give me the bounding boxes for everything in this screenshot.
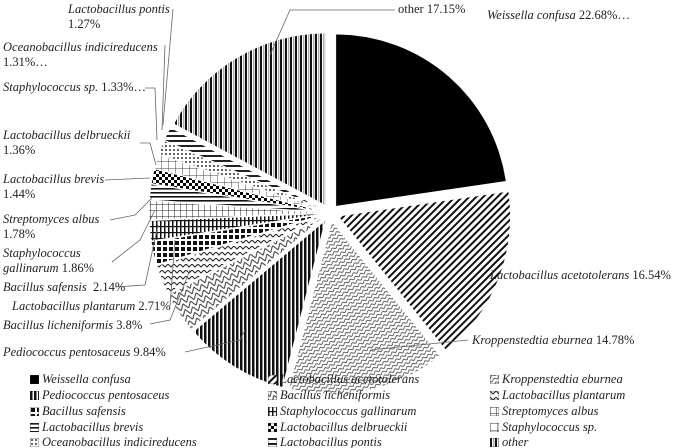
legend-swatch — [268, 438, 277, 447]
leader-line-pediococcus — [184, 329, 246, 353]
legend-label: Lactobacillus delbrueckii — [280, 420, 408, 434]
legend-item: Lactobacillus delbrueckii — [268, 420, 407, 435]
legend-swatch — [490, 407, 499, 416]
data-label-kroppenstedtia: Kroppenstedtia eburnea 14.78% — [472, 333, 635, 347]
legend-item: Weissella confusa — [30, 372, 131, 387]
leader-line-delbrueckii — [140, 142, 157, 166]
pie-slice-staphylococcus-sp — [154, 154, 322, 211]
data-label-oceanobacillus: Oceanobacillus indicireducens 1.31%… — [3, 40, 158, 69]
legend-swatch — [490, 438, 499, 447]
pie-slice-bacillus-safensis — [151, 214, 322, 265]
leader-line-gallinarum — [111, 209, 156, 263]
legend-label: Lactobacillus acetotolerans — [280, 372, 420, 386]
legend-swatch — [30, 407, 39, 416]
pie-slice-pediococcus-pentosaceus — [193, 219, 326, 388]
legend-label: Weissella confusa — [42, 372, 131, 386]
legend-item: Lactobacillus acetotolerans — [268, 372, 419, 387]
data-label-pontis: Lactobacillus pontis 1.27% — [68, 2, 170, 31]
leader-line-staph-sp — [145, 87, 158, 141]
legend-label: Bacillus safensis — [42, 404, 126, 418]
pie-slice-bacillus-licheniformis — [168, 217, 323, 330]
pie-slice-other — [173, 33, 326, 206]
leader-line-oceano — [161, 44, 166, 131]
leader-line-kroppenstedtia — [369, 339, 469, 351]
data-label-gallinarum: Staphylococcus gallinarum 1.86% — [3, 246, 94, 275]
legend-swatch — [268, 391, 277, 400]
legend-swatch — [268, 423, 277, 432]
legend-swatch — [30, 423, 39, 432]
legend-item: Staphylococcus gallinarum — [268, 404, 416, 419]
pie-slice-kroppenstedtia-eburnea — [288, 221, 441, 395]
legend-label: Lactobacillus plantarum — [502, 388, 626, 402]
leader-line-pontis — [162, 8, 174, 126]
legend-label: Lactobacillus brevis — [42, 420, 144, 434]
legend-item: Kroppenstedtia eburnea — [490, 372, 623, 387]
legend-label: other — [502, 435, 529, 448]
legend-swatch — [490, 423, 499, 432]
pie-slice-weissella-confusa — [335, 33, 507, 207]
legend-label: Lactobacillus pontis — [280, 435, 382, 448]
legend-label: Staphylococcus sp. — [502, 420, 598, 434]
legend-swatch — [268, 407, 277, 416]
legend-item: other — [490, 435, 528, 448]
legend-swatch — [30, 375, 39, 384]
pie-slice-lactobacillus-delbrueckii — [151, 168, 322, 212]
legend-label: Oceanobacillus indicireducens — [42, 435, 197, 448]
data-label-licheniformis: Bacillus licheniformis 3.8% — [3, 318, 143, 332]
data-label-acetotolerans: Lactobacillus acetotolerans 16.54% — [490, 268, 671, 282]
leader-line-streptomyces — [109, 197, 153, 221]
pie-slice-lactobacillus-plantarum — [156, 216, 322, 294]
legend-swatch — [30, 438, 39, 447]
legend-item: Streptomyces albus — [490, 404, 598, 419]
legend-label: Bacillus licheniformis — [280, 388, 391, 402]
pie-slice-oceanobacillus-indicireducens — [158, 140, 322, 210]
legend-item: Bacillus licheniformis — [268, 388, 390, 403]
legend-label: Kroppenstedtia eburnea — [502, 372, 623, 386]
legend-item: Staphylococcus sp. — [490, 420, 597, 435]
leader-line-licheniformis — [149, 269, 191, 325]
legend-swatch — [490, 391, 499, 400]
leader-line-plantarum — [169, 239, 176, 307]
legend-item: Lactobacillus brevis — [30, 420, 143, 435]
legend-swatch — [30, 391, 39, 400]
legend-item: Lactobacillus plantarum — [490, 388, 625, 403]
data-label-weissella: Weissella confusa 22.68%… — [487, 8, 630, 22]
legend-label: Streptomyces albus — [502, 404, 599, 418]
data-label-streptomyces: Streptomyces albus 1.78% — [3, 212, 100, 241]
pie-slice-lactobacillus-acetotolerans — [337, 191, 511, 351]
legend-item: Bacillus safensis — [30, 404, 126, 419]
data-label-delbrueckii: Lactobacillus delbrueckii 1.36% — [3, 128, 131, 157]
data-label-plantarum: Lactobacillus plantarum 2.71% — [12, 299, 171, 313]
data-label-pediococcus: Pediococcus pentosaceus 9.84% — [3, 345, 166, 359]
data-label-brevis: Lactobacillus brevis 1.44% — [3, 172, 105, 201]
leader-line-brevis — [104, 177, 151, 181]
leader-line-other — [269, 9, 395, 56]
pie-slice-lactobacillus-pontis — [164, 127, 323, 210]
legend-swatch — [268, 375, 277, 384]
data-label-safensis: Bacillus safensis 2.14% — [3, 280, 126, 294]
legend-item: Pediococcus pentosaceus — [30, 388, 169, 403]
data-label-staphylococcus-sp: Staphylococcus sp. 1.33%… — [3, 80, 147, 94]
data-label-other: other 17.15% — [398, 2, 466, 16]
legend-item: Lactobacillus pontis — [268, 435, 382, 448]
leader-line-safensis — [114, 224, 159, 288]
legend-swatch — [490, 375, 499, 384]
legend-label: Pediococcus pentosaceus — [42, 388, 170, 402]
pie-slice-lactobacillus-brevis — [149, 183, 322, 213]
legend-label: Staphylococcus gallinarum — [280, 404, 417, 418]
legend-item: Oceanobacillus indicireducens — [30, 435, 197, 448]
